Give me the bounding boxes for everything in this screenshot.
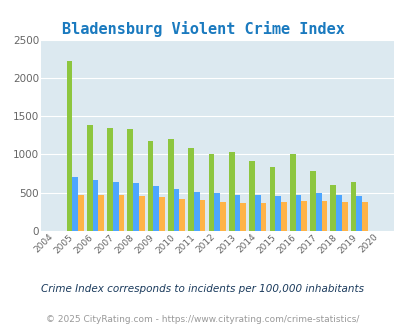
Bar xyxy=(214,193,220,231)
Bar xyxy=(188,148,194,231)
Text: © 2025 CityRating.com - https://www.cityrating.com/crime-statistics/: © 2025 CityRating.com - https://www.city… xyxy=(46,315,359,324)
Bar xyxy=(179,199,185,231)
Bar xyxy=(356,196,361,231)
Bar xyxy=(199,200,205,231)
Bar xyxy=(341,202,347,231)
Text: Crime Index corresponds to incidents per 100,000 inhabitants: Crime Index corresponds to incidents per… xyxy=(41,284,364,294)
Bar xyxy=(107,128,113,231)
Bar xyxy=(234,195,240,231)
Bar xyxy=(87,125,92,231)
Bar xyxy=(113,182,118,231)
Bar xyxy=(208,154,214,231)
Bar xyxy=(321,201,326,231)
Bar xyxy=(133,183,139,231)
Bar xyxy=(275,196,280,231)
Bar xyxy=(98,195,104,231)
Bar xyxy=(301,201,306,231)
Bar xyxy=(309,171,315,231)
Bar xyxy=(295,195,301,231)
Bar xyxy=(92,180,98,231)
Bar xyxy=(269,167,275,231)
Bar xyxy=(159,197,164,231)
Bar xyxy=(78,195,83,231)
Bar xyxy=(168,139,173,231)
Bar xyxy=(194,192,199,231)
Text: Bladensburg Violent Crime Index: Bladensburg Violent Crime Index xyxy=(62,21,343,37)
Bar xyxy=(118,195,124,231)
Bar xyxy=(361,202,367,231)
Bar xyxy=(280,202,286,231)
Bar xyxy=(289,154,295,231)
Bar xyxy=(240,203,245,231)
Bar xyxy=(173,189,179,231)
Bar xyxy=(228,152,234,231)
Bar xyxy=(147,142,153,231)
Bar xyxy=(139,196,144,231)
Bar xyxy=(220,202,225,231)
Bar xyxy=(335,195,341,231)
Bar xyxy=(72,178,78,231)
Bar xyxy=(350,182,356,231)
Bar xyxy=(260,203,266,231)
Bar xyxy=(249,161,254,231)
Bar xyxy=(330,185,335,231)
Bar xyxy=(127,129,133,231)
Bar xyxy=(315,193,321,231)
Bar xyxy=(153,186,159,231)
Bar xyxy=(254,195,260,231)
Bar xyxy=(66,61,72,231)
